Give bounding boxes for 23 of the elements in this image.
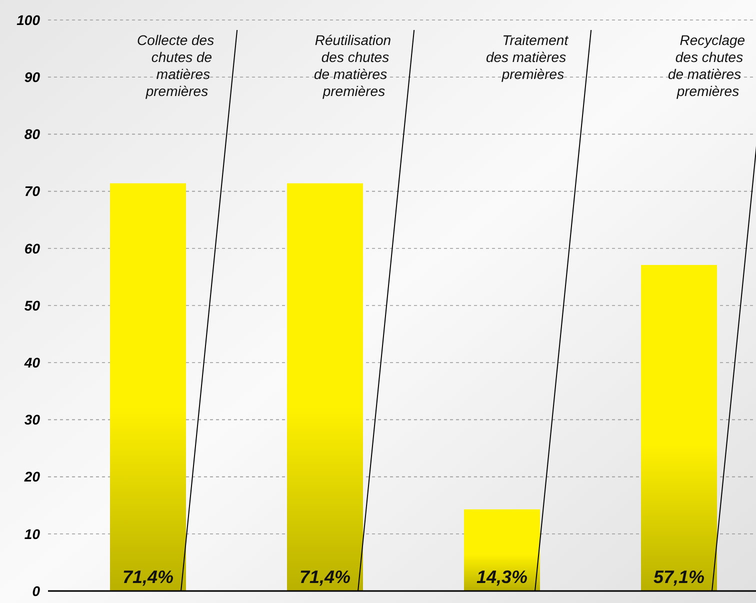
y-tick-label: 20 xyxy=(23,468,40,485)
x-tick-label: Collecte des chutes de matières premières xyxy=(137,32,214,99)
y-tick-label: 60 xyxy=(24,240,40,256)
data-label: 71,4% xyxy=(299,567,351,587)
y-tick-label: 90 xyxy=(24,69,40,85)
bar xyxy=(287,183,363,591)
y-tick-label: 0 xyxy=(32,582,40,599)
x-tick-label: Recyclage des chutes de matières premières xyxy=(668,32,746,99)
y-tick-label: 70 xyxy=(24,183,40,200)
x-tick-label: Traitement des matières premières xyxy=(486,32,570,82)
y-tick-label: 80 xyxy=(24,126,40,142)
data-label: 57,1% xyxy=(653,567,705,587)
y-tick-label: 40 xyxy=(23,354,40,370)
bar xyxy=(641,264,717,591)
data-label: 71,4% xyxy=(122,567,174,587)
data-label: 14,3% xyxy=(476,567,528,587)
y-tick-label: 30 xyxy=(24,412,40,428)
bar xyxy=(110,183,186,591)
y-tick-label: 10 xyxy=(24,526,40,542)
bar xyxy=(464,509,540,591)
x-tick-label: Réutilisation des chutes de matières premières xyxy=(314,32,392,99)
y-tick-label: 100 xyxy=(16,12,40,28)
y-tick-label: 50 xyxy=(24,297,40,314)
